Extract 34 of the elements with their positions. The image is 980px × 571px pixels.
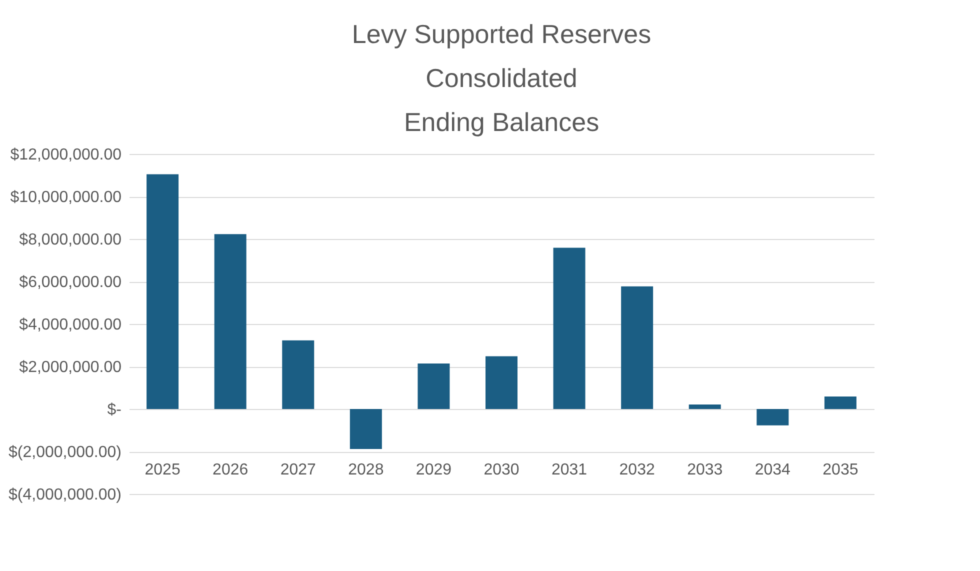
y-tick-label: $2,000,000.00 [19, 359, 122, 376]
y-tick-label: $4,000,000.00 [19, 316, 122, 334]
bar [418, 364, 450, 409]
y-tick-label: $12,000,000.00 [10, 146, 122, 164]
y-tick-label: $10,000,000.00 [10, 189, 122, 206]
x-tick-label: 2034 [754, 462, 791, 478]
bar [486, 356, 518, 409]
x-tick-label: 2030 [484, 462, 520, 478]
text: Levy Supported Reserves [352, 19, 652, 49]
y-tick-label: $8,000,000.00 [19, 232, 122, 248]
y-tick-label: $(4,000,000.00) [8, 486, 122, 504]
x-tick-label: 2035 [822, 462, 858, 478]
y-tick-label: $6,000,000.00 [19, 274, 122, 291]
y-tick-label: $(2,000,000.00) [8, 444, 122, 461]
text: Ending Balances [404, 107, 600, 137]
text: Consolidated [426, 63, 578, 93]
bar [214, 234, 246, 409]
bar [350, 409, 382, 449]
x-tick-label: 2027 [280, 462, 316, 478]
bar [621, 286, 654, 409]
x-tick-label: 2031 [551, 462, 588, 478]
bar [756, 409, 789, 426]
x-tick-label: 2033 [687, 462, 723, 478]
y-tick-label: $- [107, 402, 122, 418]
bar [688, 404, 721, 409]
bar [146, 174, 179, 409]
x-tick-label: 2032 [619, 462, 655, 478]
x-tick-label: 2029 [416, 462, 452, 478]
x-tick-label: 2028 [348, 462, 384, 478]
x-tick-label: 2025 [144, 462, 180, 478]
bar [282, 340, 314, 409]
bar [553, 248, 586, 409]
bar [824, 396, 856, 409]
x-tick-label: 2026 [212, 462, 248, 478]
